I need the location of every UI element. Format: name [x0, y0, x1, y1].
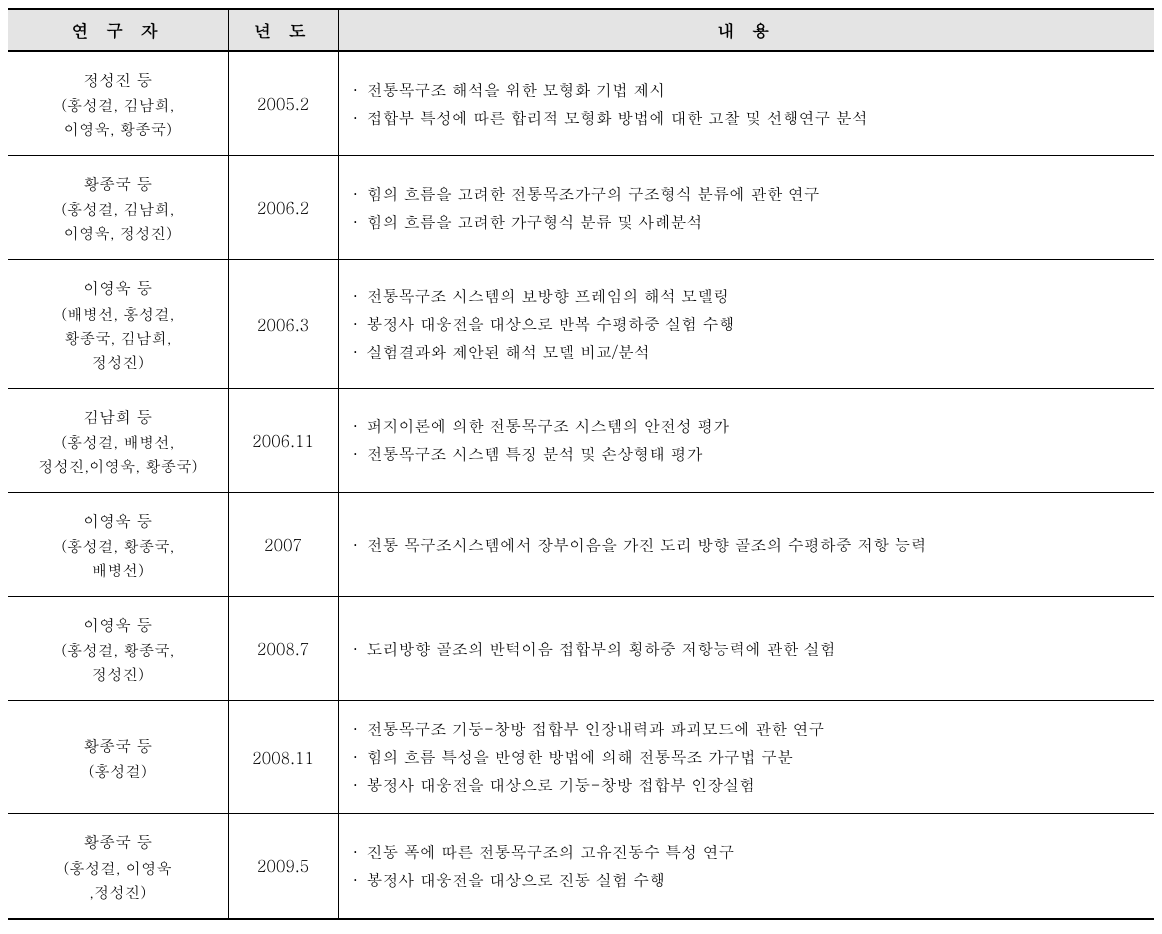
author-main: 황종국 등	[14, 732, 222, 759]
author-cell: 황종국 등(홍성걸, 김남희,이영욱, 정성진)	[8, 156, 228, 260]
year-cell: 2006.11	[228, 388, 338, 492]
year-cell: 2008.11	[228, 701, 338, 814]
desc-cell: 퍼지이론에 의한 전통목구조 시스템의 안전성 평가전통목구조 시스템 특징 분…	[338, 388, 1154, 492]
author-main: 정성진 등	[14, 66, 222, 93]
desc-list: 전통목구조 해석을 위한 모형화 기법 제시접합부 특성에 따른 합리적 모형화…	[353, 76, 1145, 132]
desc-cell: 전통목구조 기둥-창방 접합부 인장내력과 파괴모드에 관한 연구힘의 흐름 특…	[338, 701, 1154, 814]
desc-item: 전통 목구조시스템에서 장부이음을 가진 도리 방향 골조의 수평하중 저항 능…	[353, 531, 1145, 559]
table-row: 황종국 등(홍성걸, 김남희,이영욱, 정성진)2006.2 힘의 흐름을 고려한…	[8, 156, 1154, 260]
desc-item: 진동 폭에 따른 전통목구조의 고유진동수 특성 연구	[353, 838, 1145, 866]
author-cell: 이영욱 등(배병선, 홍성걸,황종국, 김남희,정성진)	[8, 260, 228, 388]
desc-item: 접합부 특성에 따른 합리적 모형화 방법에 대한 고찰 및 선행연구 분석	[353, 104, 1145, 132]
author-main: 이영욱 등	[14, 611, 222, 638]
table-row: 이영욱 등(홍성걸, 황종국,배병선)2007 전통 목구조시스템에서 장부이음을…	[8, 492, 1154, 596]
author-main: 이영욱 등	[14, 274, 222, 301]
table-row: 황종국 등(홍성걸)2008.11전통목구조 기둥-창방 접합부 인장내력과 파…	[8, 701, 1154, 814]
table-body: 정성진 등(홍성걸, 김남희,이영욱, 황종국)2005.2 전통목구조 해석을 …	[8, 51, 1154, 919]
author-sub: (홍성걸, 황종국,정성진)	[14, 638, 222, 686]
author-sub: (홍성걸)	[14, 759, 222, 783]
author-cell: 황종국 등(홍성걸, 이영욱,정성진)	[8, 814, 228, 919]
desc-list: 퍼지이론에 의한 전통목구조 시스템의 안전성 평가전통목구조 시스템 특징 분…	[353, 412, 1145, 468]
desc-item: 전통목구조 시스템의 보방향 프레임의 해석 모델링	[353, 282, 1145, 310]
author-cell: 이영욱 등(홍성걸, 황종국,배병선)	[8, 492, 228, 596]
author-sub: (홍성걸, 배병선,정성진,이영욱, 황종국)	[14, 430, 222, 478]
desc-item: 힘의 흐름을 고려한 가구형식 분류 및 사례분석	[353, 208, 1145, 236]
desc-cell: 힘의 흐름을 고려한 전통목조가구의 구조형식 분류에 관한 연구힘의 흐름을 …	[338, 156, 1154, 260]
research-table: 연 구 자 년 도 내 용 정성진 등(홍성걸, 김남희,이영욱, 황종국)20…	[8, 8, 1154, 920]
desc-list: 전통목구조 시스템의 보방향 프레임의 해석 모델링봉정사 대웅전을 대상으로 …	[353, 282, 1145, 366]
year-cell: 2005.2	[228, 51, 338, 156]
desc-list: 전통목구조 기둥-창방 접합부 인장내력과 파괴모드에 관한 연구힘의 흐름 특…	[353, 715, 1145, 799]
desc-list: 힘의 흐름을 고려한 전통목조가구의 구조형식 분류에 관한 연구힘의 흐름을 …	[353, 180, 1145, 236]
desc-item: 힘의 흐름을 고려한 전통목조가구의 구조형식 분류에 관한 연구	[353, 180, 1145, 208]
desc-item: 봉정사 대웅전을 대상으로 기둥-창방 접합부 인장실험	[353, 771, 1145, 799]
year-cell: 2008.7	[228, 597, 338, 701]
table-header-row: 연 구 자 년 도 내 용	[8, 9, 1154, 51]
author-sub: (홍성걸, 황종국,배병선)	[14, 534, 222, 582]
author-cell: 김남희 등(홍성걸, 배병선,정성진,이영욱, 황종국)	[8, 388, 228, 492]
table-row: 김남희 등(홍성걸, 배병선,정성진,이영욱, 황종국)2006.11 퍼지이론에…	[8, 388, 1154, 492]
desc-item: 봉정사 대웅전을 대상으로 진동 실험 수행	[353, 866, 1145, 894]
desc-item: 도리방향 골조의 반턱이음 접합부의 횡하중 저항능력에 관한 실험	[353, 635, 1145, 663]
desc-item: 힘의 흐름 특성을 반영한 방법에 의해 전통목조 가구법 구분	[353, 743, 1145, 771]
desc-list: 진동 폭에 따른 전통목구조의 고유진동수 특성 연구봉정사 대웅전을 대상으로…	[353, 838, 1145, 894]
table-row: 이영욱 등(배병선, 홍성걸,황종국, 김남희,정성진)2006.3전통목구조 …	[8, 260, 1154, 388]
author-cell: 황종국 등(홍성걸)	[8, 701, 228, 814]
year-cell: 2009.5	[228, 814, 338, 919]
desc-item: 전통목구조 기둥-창방 접합부 인장내력과 파괴모드에 관한 연구	[353, 715, 1145, 743]
author-cell: 정성진 등(홍성걸, 김남희,이영욱, 황종국)	[8, 51, 228, 156]
desc-cell: 도리방향 골조의 반턱이음 접합부의 횡하중 저항능력에 관한 실험	[338, 597, 1154, 701]
header-year: 년 도	[228, 9, 338, 51]
desc-cell: 진동 폭에 따른 전통목구조의 고유진동수 특성 연구봉정사 대웅전을 대상으로…	[338, 814, 1154, 919]
desc-item: 전통목구조 시스템 특징 분석 및 손상형태 평가	[353, 440, 1145, 468]
desc-cell: 전통 목구조시스템에서 장부이음을 가진 도리 방향 골조의 수평하중 저항 능…	[338, 492, 1154, 596]
year-cell: 2006.3	[228, 260, 338, 388]
desc-item: 봉정사 대웅전을 대상으로 반복 수평하중 실험 수행	[353, 310, 1145, 338]
author-main: 이영욱 등	[14, 507, 222, 534]
year-cell: 2006.2	[228, 156, 338, 260]
author-sub: (홍성걸, 이영욱,정성진)	[14, 856, 222, 904]
table-row: 정성진 등(홍성걸, 김남희,이영욱, 황종국)2005.2 전통목구조 해석을 …	[8, 51, 1154, 156]
table-row: 이영욱 등(홍성걸, 황종국,정성진)2008.7 도리방향 골조의 반턱이음 접…	[8, 597, 1154, 701]
desc-item: 실험결과와 제안된 해석 모델 비교/분석	[353, 338, 1145, 366]
header-desc: 내 용	[338, 9, 1154, 51]
header-author: 연 구 자	[8, 9, 228, 51]
author-main: 황종국 등	[14, 170, 222, 197]
desc-item: 전통목구조 해석을 위한 모형화 기법 제시	[353, 76, 1145, 104]
desc-item: 퍼지이론에 의한 전통목구조 시스템의 안전성 평가	[353, 412, 1145, 440]
author-sub: (홍성걸, 김남희,이영욱, 정성진)	[14, 197, 222, 245]
author-sub: (홍성걸, 김남희,이영욱, 황종국)	[14, 93, 222, 141]
author-cell: 이영욱 등(홍성걸, 황종국,정성진)	[8, 597, 228, 701]
desc-cell: 전통목구조 시스템의 보방향 프레임의 해석 모델링봉정사 대웅전을 대상으로 …	[338, 260, 1154, 388]
author-main: 김남희 등	[14, 403, 222, 430]
desc-list: 전통 목구조시스템에서 장부이음을 가진 도리 방향 골조의 수평하중 저항 능…	[353, 531, 1145, 559]
desc-cell: 전통목구조 해석을 위한 모형화 기법 제시접합부 특성에 따른 합리적 모형화…	[338, 51, 1154, 156]
table-row: 황종국 등(홍성걸, 이영욱,정성진)2009.5 진동 폭에 따른 전통목구조의…	[8, 814, 1154, 919]
desc-list: 도리방향 골조의 반턱이음 접합부의 횡하중 저항능력에 관한 실험	[353, 635, 1145, 663]
author-main: 황종국 등	[14, 828, 222, 855]
author-sub: (배병선, 홍성걸,황종국, 김남희,정성진)	[14, 302, 222, 374]
year-cell: 2007	[228, 492, 338, 596]
